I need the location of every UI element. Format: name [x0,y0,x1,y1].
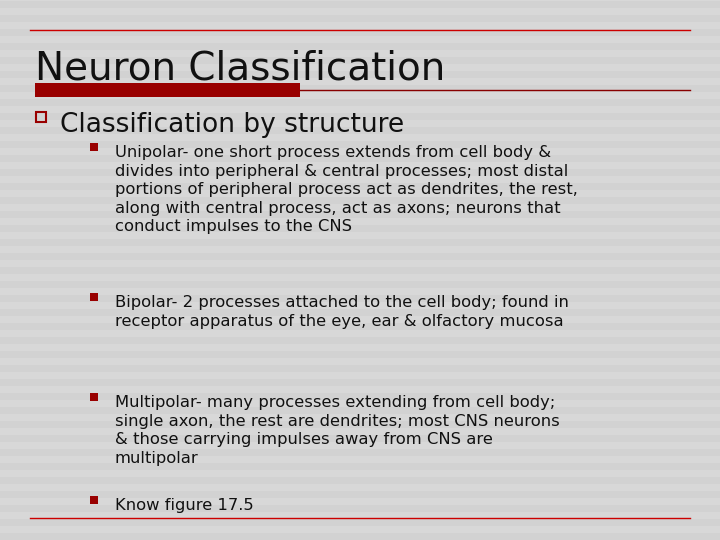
Bar [0,295,720,302]
Text: Classification by structure: Classification by structure [60,112,404,138]
Bar [0,519,720,526]
Bar [0,267,720,274]
Bar [36,112,46,122]
Text: Unipolar- one short process extends from cell body &
divides into peripheral & c: Unipolar- one short process extends from… [115,145,578,234]
Bar [0,449,720,456]
Text: Multipolar- many processes extending from cell body;
single axon, the rest are d: Multipolar- many processes extending fro… [115,395,559,466]
Text: Bipolar- 2 processes attached to the cell body; found in
receptor apparatus of t: Bipolar- 2 processes attached to the cel… [115,295,569,329]
Bar [0,57,720,64]
Bar [0,127,720,134]
Bar [90,496,98,504]
Bar [0,99,720,106]
Bar [0,337,720,344]
Bar [0,281,720,288]
Bar [0,15,720,22]
Bar [0,225,720,232]
Text: Neuron Classification: Neuron Classification [35,50,445,88]
Bar [0,309,720,316]
Bar [0,85,720,92]
Bar [0,169,720,176]
Bar [0,491,720,498]
Bar [0,435,720,442]
Bar [90,393,98,401]
Bar [0,197,720,204]
Bar [0,71,720,78]
Bar [0,421,720,428]
Bar [0,253,720,260]
Bar [0,379,720,386]
Bar [0,407,720,414]
Bar [0,533,720,540]
Bar [35,83,300,97]
Bar [0,43,720,50]
Bar [90,143,98,151]
Bar [0,1,720,8]
Text: Know figure 17.5: Know figure 17.5 [115,498,253,513]
Bar [90,293,98,301]
Bar [0,29,720,36]
Bar [0,239,720,246]
Bar [0,113,720,120]
Bar [0,183,720,190]
Bar [0,463,720,470]
Bar [0,141,720,148]
Bar [0,477,720,484]
Bar [0,365,720,372]
Bar [0,323,720,330]
Bar [0,505,720,512]
Bar [0,393,720,400]
Bar [0,351,720,358]
Bar [0,155,720,162]
Bar [0,211,720,218]
